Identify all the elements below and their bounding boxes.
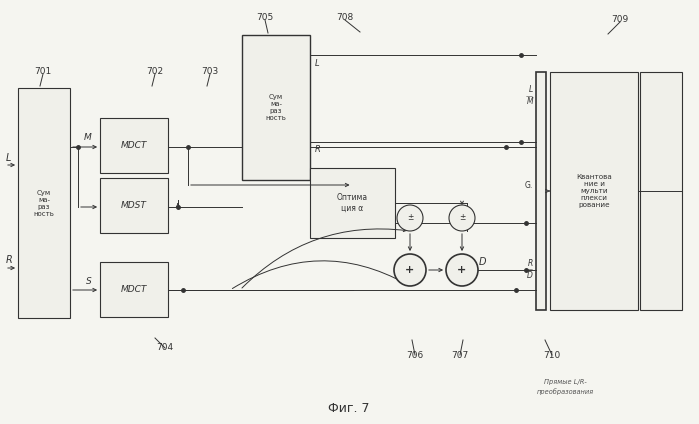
Circle shape — [397, 205, 423, 231]
Circle shape — [446, 254, 478, 286]
Text: 709: 709 — [612, 16, 628, 25]
Bar — [18, 88, 70, 318]
Text: +: + — [457, 265, 467, 275]
Text: ±: ± — [407, 214, 413, 223]
Text: 701: 701 — [34, 67, 52, 76]
Text: Сум
ма-
раз
ность: Сум ма- раз ность — [34, 190, 55, 217]
Text: 710: 710 — [543, 351, 561, 360]
Text: D: D — [527, 271, 533, 279]
Bar — [100, 118, 168, 173]
Text: —: — — [526, 266, 533, 272]
Bar — [242, 35, 310, 180]
Text: MDCT: MDCT — [121, 141, 147, 150]
Text: R: R — [528, 259, 533, 268]
Text: —: — — [526, 93, 533, 99]
Text: преобразования: преобразования — [536, 388, 593, 396]
Text: MDST: MDST — [121, 201, 147, 210]
Text: 704: 704 — [157, 343, 173, 352]
Text: L: L — [528, 86, 533, 95]
Text: Сум
ма-
раз
ность: Сум ма- раз ность — [266, 94, 287, 121]
Bar — [100, 262, 168, 317]
Circle shape — [394, 254, 426, 286]
Text: M: M — [526, 98, 533, 106]
Bar — [310, 168, 395, 238]
Text: D: D — [478, 257, 486, 267]
Text: Квантова
ние и
мульти
плекси
рование: Квантова ние и мульти плекси рование — [576, 174, 612, 208]
Text: R: R — [315, 145, 321, 154]
Bar — [550, 72, 638, 310]
Text: +: + — [405, 265, 415, 275]
Text: Оптима
ция α: Оптима ция α — [337, 193, 368, 213]
Text: Фиг. 7: Фиг. 7 — [329, 402, 370, 415]
Text: L: L — [6, 153, 11, 163]
Text: 702: 702 — [146, 67, 164, 76]
Text: 708: 708 — [336, 14, 354, 22]
Text: MDCT: MDCT — [121, 285, 147, 294]
Bar — [536, 72, 546, 310]
Text: G.: G. — [525, 181, 533, 190]
Text: 703: 703 — [201, 67, 219, 76]
Text: L: L — [315, 59, 319, 67]
Bar — [640, 72, 682, 310]
Text: 707: 707 — [452, 351, 468, 360]
Text: Прямые L/R-: Прямые L/R- — [544, 379, 586, 385]
Text: 706: 706 — [406, 351, 424, 360]
Circle shape — [449, 205, 475, 231]
Text: M: M — [85, 134, 92, 142]
Text: 705: 705 — [257, 14, 273, 22]
Text: S: S — [86, 277, 92, 287]
Text: ±: ± — [459, 214, 466, 223]
Bar — [100, 178, 168, 233]
Text: R: R — [6, 255, 13, 265]
